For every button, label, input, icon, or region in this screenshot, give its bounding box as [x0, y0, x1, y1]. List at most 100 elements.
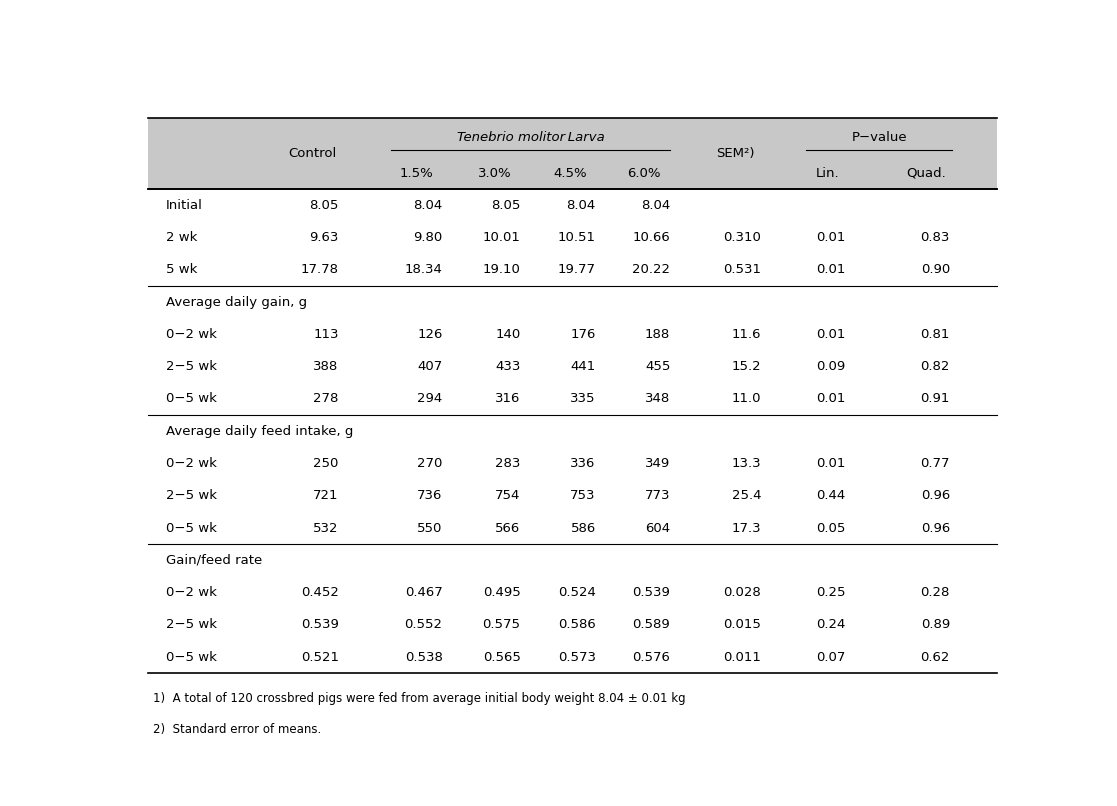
Text: 586: 586	[571, 521, 595, 534]
Text: 0.25: 0.25	[815, 586, 846, 599]
Text: 17.3: 17.3	[732, 521, 761, 534]
Text: 18.34: 18.34	[404, 264, 442, 276]
Text: 0.575: 0.575	[483, 618, 521, 631]
Text: 278: 278	[314, 393, 338, 405]
Text: 8.04: 8.04	[413, 199, 442, 212]
Text: 0.91: 0.91	[920, 393, 949, 405]
Bar	[149, 118, 996, 189]
Text: 316: 316	[495, 393, 521, 405]
Text: 433: 433	[495, 360, 521, 373]
Text: 1)  A total of 120 crossbred pigs were fed from average initial body weight 8.04: 1) A total of 120 crossbred pigs were fe…	[153, 692, 685, 705]
Text: 0.467: 0.467	[404, 586, 442, 599]
Text: Quad.: Quad.	[906, 167, 945, 180]
Text: 532: 532	[313, 521, 338, 534]
Text: 8.05: 8.05	[309, 199, 338, 212]
Text: 9.80: 9.80	[413, 231, 442, 244]
Text: 0.28: 0.28	[920, 586, 949, 599]
Text: 348: 348	[645, 393, 670, 405]
Text: 0.015: 0.015	[724, 618, 761, 631]
Text: P−value: P−value	[851, 131, 907, 144]
Text: 10.66: 10.66	[632, 231, 670, 244]
Text: 8.05: 8.05	[491, 199, 521, 212]
Text: 2 wk: 2 wk	[165, 231, 197, 244]
Text: 550: 550	[418, 521, 442, 534]
Text: 0.96: 0.96	[920, 521, 949, 534]
Text: 0.452: 0.452	[300, 586, 338, 599]
Text: 0.24: 0.24	[815, 618, 846, 631]
Text: 0.01: 0.01	[815, 393, 846, 405]
Text: 773: 773	[645, 489, 670, 502]
Text: 0.01: 0.01	[815, 264, 846, 276]
Text: 126: 126	[418, 328, 442, 341]
Text: Lin.: Lin.	[817, 167, 840, 180]
Text: 0.495: 0.495	[483, 586, 521, 599]
Text: 0.09: 0.09	[815, 360, 846, 373]
Text: 0.586: 0.586	[558, 618, 595, 631]
Text: 753: 753	[571, 489, 595, 502]
Text: 0.82: 0.82	[920, 360, 949, 373]
Text: 20.22: 20.22	[632, 264, 670, 276]
Text: 188: 188	[645, 328, 670, 341]
Text: 754: 754	[495, 489, 521, 502]
Text: 4.5%: 4.5%	[553, 167, 586, 180]
Text: 283: 283	[495, 457, 521, 470]
Text: Average daily gain, g: Average daily gain, g	[165, 296, 307, 309]
Text: 0.310: 0.310	[724, 231, 761, 244]
Text: 0.521: 0.521	[300, 650, 338, 663]
Text: 140: 140	[495, 328, 521, 341]
Text: 0.538: 0.538	[404, 650, 442, 663]
Text: 0.589: 0.589	[632, 618, 670, 631]
Text: 25.4: 25.4	[732, 489, 761, 502]
Text: 15.2: 15.2	[732, 360, 761, 373]
Text: 455: 455	[645, 360, 670, 373]
Text: 349: 349	[645, 457, 670, 470]
Text: 5 wk: 5 wk	[165, 264, 197, 276]
Text: 0−5 wk: 0−5 wk	[165, 650, 217, 663]
Text: 0−5 wk: 0−5 wk	[165, 521, 217, 534]
Text: 0.89: 0.89	[920, 618, 949, 631]
Text: 0.05: 0.05	[815, 521, 846, 534]
Text: 6.0%: 6.0%	[628, 167, 661, 180]
Text: 0.90: 0.90	[920, 264, 949, 276]
Text: 0−5 wk: 0−5 wk	[165, 393, 217, 405]
Text: 10.01: 10.01	[483, 231, 521, 244]
Text: 0.96: 0.96	[920, 489, 949, 502]
Text: 294: 294	[418, 393, 442, 405]
Text: 11.6: 11.6	[732, 328, 761, 341]
Text: 335: 335	[571, 393, 595, 405]
Text: 0.01: 0.01	[815, 231, 846, 244]
Text: 2−5 wk: 2−5 wk	[165, 489, 217, 502]
Text: 0.01: 0.01	[815, 457, 846, 470]
Text: Tenebrio molitor Larva: Tenebrio molitor Larva	[457, 131, 604, 144]
Text: 250: 250	[314, 457, 338, 470]
Text: 0−2 wk: 0−2 wk	[165, 328, 217, 341]
Text: 2−5 wk: 2−5 wk	[165, 618, 217, 631]
Text: 1.5%: 1.5%	[400, 167, 433, 180]
Text: 336: 336	[571, 457, 595, 470]
Text: 0.44: 0.44	[815, 489, 846, 502]
Text: 9.63: 9.63	[309, 231, 338, 244]
Text: 10.51: 10.51	[557, 231, 595, 244]
Text: 0.07: 0.07	[815, 650, 846, 663]
Text: 2−5 wk: 2−5 wk	[165, 360, 217, 373]
Text: 736: 736	[418, 489, 442, 502]
Text: 566: 566	[495, 521, 521, 534]
Text: 0.62: 0.62	[920, 650, 949, 663]
Text: 17.78: 17.78	[300, 264, 338, 276]
Text: 441: 441	[571, 360, 595, 373]
Text: 11.0: 11.0	[732, 393, 761, 405]
Text: 0−2 wk: 0−2 wk	[165, 457, 217, 470]
Text: 0.565: 0.565	[483, 650, 521, 663]
Text: Gain/feed rate: Gain/feed rate	[165, 554, 261, 567]
Text: Control: Control	[288, 147, 337, 160]
Text: 8.04: 8.04	[566, 199, 595, 212]
Text: 0.576: 0.576	[632, 650, 670, 663]
Text: 0.552: 0.552	[404, 618, 442, 631]
Text: 0.81: 0.81	[920, 328, 949, 341]
Text: 721: 721	[313, 489, 338, 502]
Text: 0.011: 0.011	[724, 650, 761, 663]
Text: 388: 388	[314, 360, 338, 373]
Text: 270: 270	[418, 457, 442, 470]
Text: 0.531: 0.531	[723, 264, 761, 276]
Text: SEM²): SEM²)	[716, 147, 754, 160]
